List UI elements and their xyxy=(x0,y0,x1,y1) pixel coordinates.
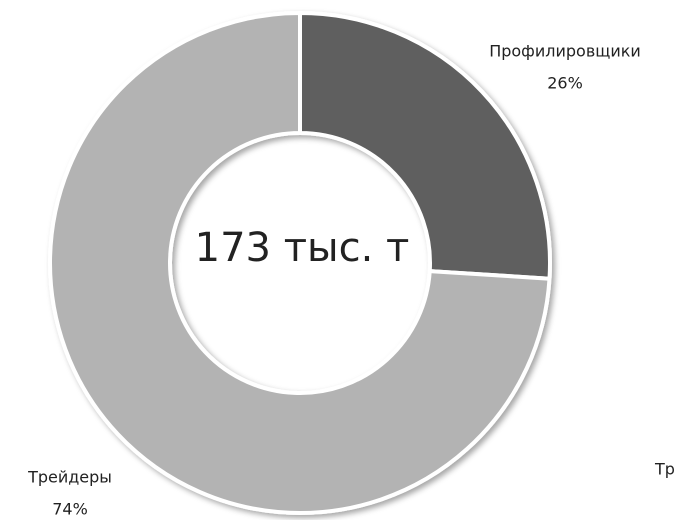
category-label: Профилировщики xyxy=(489,42,641,61)
donut-segment xyxy=(48,11,552,515)
annotation: Тр xyxy=(654,460,675,479)
donut xyxy=(48,11,552,515)
value-label: 26% xyxy=(547,74,583,93)
value-label: 74% xyxy=(52,500,88,519)
category-label: Трейдеры xyxy=(27,468,112,487)
donut-segment xyxy=(298,11,552,281)
center-label: 173 тыс. т xyxy=(195,225,410,271)
